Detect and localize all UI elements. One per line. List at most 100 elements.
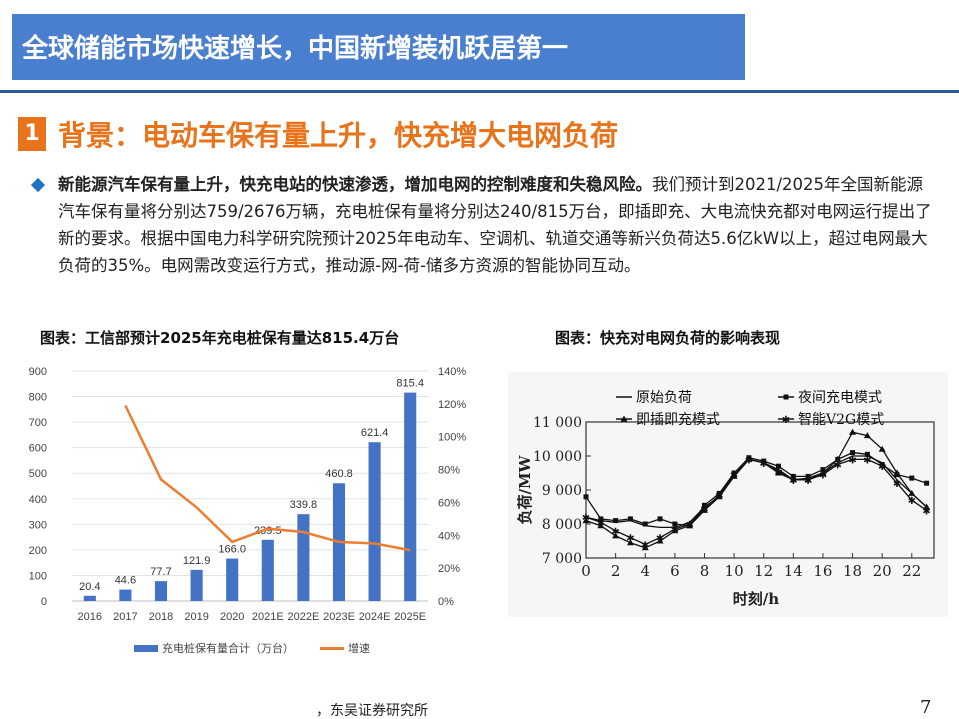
- triangle-marker: [863, 432, 871, 439]
- x-axis-label: 时刻/h: [733, 590, 779, 608]
- bar: [119, 589, 132, 601]
- x-tick-label: 2023E: [323, 611, 355, 623]
- x-tick-label: 14: [784, 562, 803, 580]
- triangle-marker: [656, 537, 664, 544]
- load-series-line: [585, 451, 927, 527]
- triangle-marker: [626, 539, 634, 546]
- left-tick-label: 900: [29, 366, 47, 378]
- right-tick-label: 20%: [438, 563, 460, 575]
- left-tick-label: 600: [29, 443, 47, 455]
- x-tick-label: 6: [670, 562, 680, 580]
- y-tick-label: 11 000: [533, 415, 582, 431]
- summary-body-text: 我们预计到2021/2025年全国新能源汽车保有量将分别达759/2676万辆，…: [58, 175, 932, 275]
- x-tick-label: 8: [700, 562, 710, 580]
- bar-value-label: 339.8: [290, 499, 318, 511]
- legend-label: 智能V2G模式: [798, 412, 884, 428]
- star-marker: ✱: [685, 520, 693, 531]
- left-tick-label: 100: [29, 570, 47, 582]
- bar-value-label: 121.9: [183, 555, 211, 567]
- x-tick-label: 2021E: [252, 611, 284, 623]
- square-marker: [864, 451, 870, 457]
- bar-value-label: 44.6: [115, 575, 136, 587]
- plot-frame: [585, 421, 935, 559]
- page-number: 7: [920, 697, 932, 718]
- right-tick-label: 140%: [438, 366, 466, 378]
- legend-line-swatch: [320, 646, 344, 650]
- right-tick-label: 80%: [438, 465, 460, 477]
- x-tick-label: 20: [873, 562, 892, 580]
- section-title: 背景：电动车保有量上升，快充增大电网负荷: [58, 119, 619, 152]
- x-tick-label: 2017: [113, 611, 137, 623]
- legend-bar-item: 充电桩保有量合计（万台）: [134, 640, 294, 656]
- y-tick-label: 7 000: [542, 551, 582, 567]
- x-tick-label: 0: [581, 562, 591, 580]
- left-tick-label: 300: [29, 519, 47, 531]
- x-tick-label: 2019: [184, 611, 208, 623]
- bar-value-label: 20.4: [79, 581, 100, 593]
- square-marker: [776, 463, 782, 469]
- bar: [154, 581, 168, 601]
- summary-paragraph: 新能源汽车保有量上升，快充电站的快速渗透，增加电网的控制难度和失稳风险。我们预计…: [58, 171, 938, 279]
- triangle-marker: [908, 489, 916, 496]
- triangle-marker: [834, 455, 842, 462]
- load-series-line: [585, 455, 928, 529]
- square-marker: [583, 494, 589, 500]
- square-marker: [598, 516, 604, 522]
- right-chart-title: 图表：快充对电网负荷的影响表现: [555, 329, 781, 347]
- star-marker: ✱: [819, 471, 827, 482]
- right-tick-label: 60%: [438, 497, 460, 509]
- star-marker: ✱: [804, 476, 812, 487]
- star-marker: ✱: [745, 455, 753, 466]
- y-tick-label: 10 000: [533, 449, 582, 465]
- left-tick-label: 200: [29, 545, 47, 557]
- square-marker: [924, 480, 930, 486]
- bar: [297, 514, 310, 601]
- legend-bar-swatch: [134, 644, 158, 652]
- star-marker: ✱: [656, 534, 664, 545]
- star-marker: ✱: [834, 461, 842, 472]
- square-marker: [627, 516, 633, 522]
- grid-load-chart: 7 000 8 000 9 000 10 000 11 000 0 2 4 6 8 10 12 14 16…: [508, 372, 948, 617]
- bar-value-label: 166.0: [218, 544, 246, 556]
- footer-source: ，东吴证券研究所: [316, 703, 428, 719]
- star-marker: ✱: [908, 496, 916, 507]
- charging-pile-chart: 0 100 200 300 400 500 600 700 800 900 0% 20% 40% 60% 8…: [29, 366, 467, 623]
- x-tick-label: 16: [813, 562, 832, 580]
- x-tick-label: 2020: [220, 611, 244, 623]
- triangle-marker: [612, 532, 620, 539]
- star-marker: ✱: [789, 476, 797, 487]
- bar: [83, 595, 96, 601]
- left-tick-label: 0: [41, 596, 47, 608]
- x-tick-label: 2: [611, 562, 621, 580]
- bar-value-label: 77.7: [150, 566, 171, 578]
- star-marker: ✱: [597, 518, 605, 529]
- x-tick-label: 2025E: [394, 611, 426, 623]
- legend-label: 即插即充模式: [636, 412, 720, 428]
- bar-value-label: 621.4: [361, 427, 389, 439]
- load-series-line: [585, 431, 928, 549]
- y-tick-label: 8 000: [542, 517, 582, 533]
- x-tick-label: 4: [640, 562, 650, 580]
- left-tick-label: 500: [29, 468, 47, 480]
- right-tick-label: 0%: [438, 596, 454, 608]
- star-marker: ✱: [878, 462, 886, 473]
- summary-bold-text: 新能源汽车保有量上升，快充电站的快速渗透，增加电网的控制难度和失稳风险。: [58, 175, 652, 194]
- legend-label: 原始负荷: [636, 390, 692, 406]
- legend-line-label: 增速: [348, 642, 370, 655]
- bar-value-label: 815.4: [396, 378, 424, 390]
- bar: [261, 539, 274, 601]
- bar: [368, 442, 381, 601]
- square-marker: [613, 518, 619, 524]
- triangle-marker: [620, 415, 628, 422]
- triangle-marker: [671, 527, 679, 534]
- right-tick-label: 100%: [438, 432, 466, 444]
- x-tick-label: 2016: [78, 611, 102, 623]
- x-tick-label: 2024E: [359, 611, 391, 623]
- x-tick-label: 18: [843, 562, 862, 580]
- left-tick-label: 800: [29, 392, 47, 404]
- star-marker: ✱: [774, 467, 782, 478]
- bar: [190, 569, 203, 601]
- star-marker: ✱: [671, 525, 679, 536]
- bar-value-label: 239.5: [254, 525, 282, 537]
- square-marker: [642, 521, 648, 527]
